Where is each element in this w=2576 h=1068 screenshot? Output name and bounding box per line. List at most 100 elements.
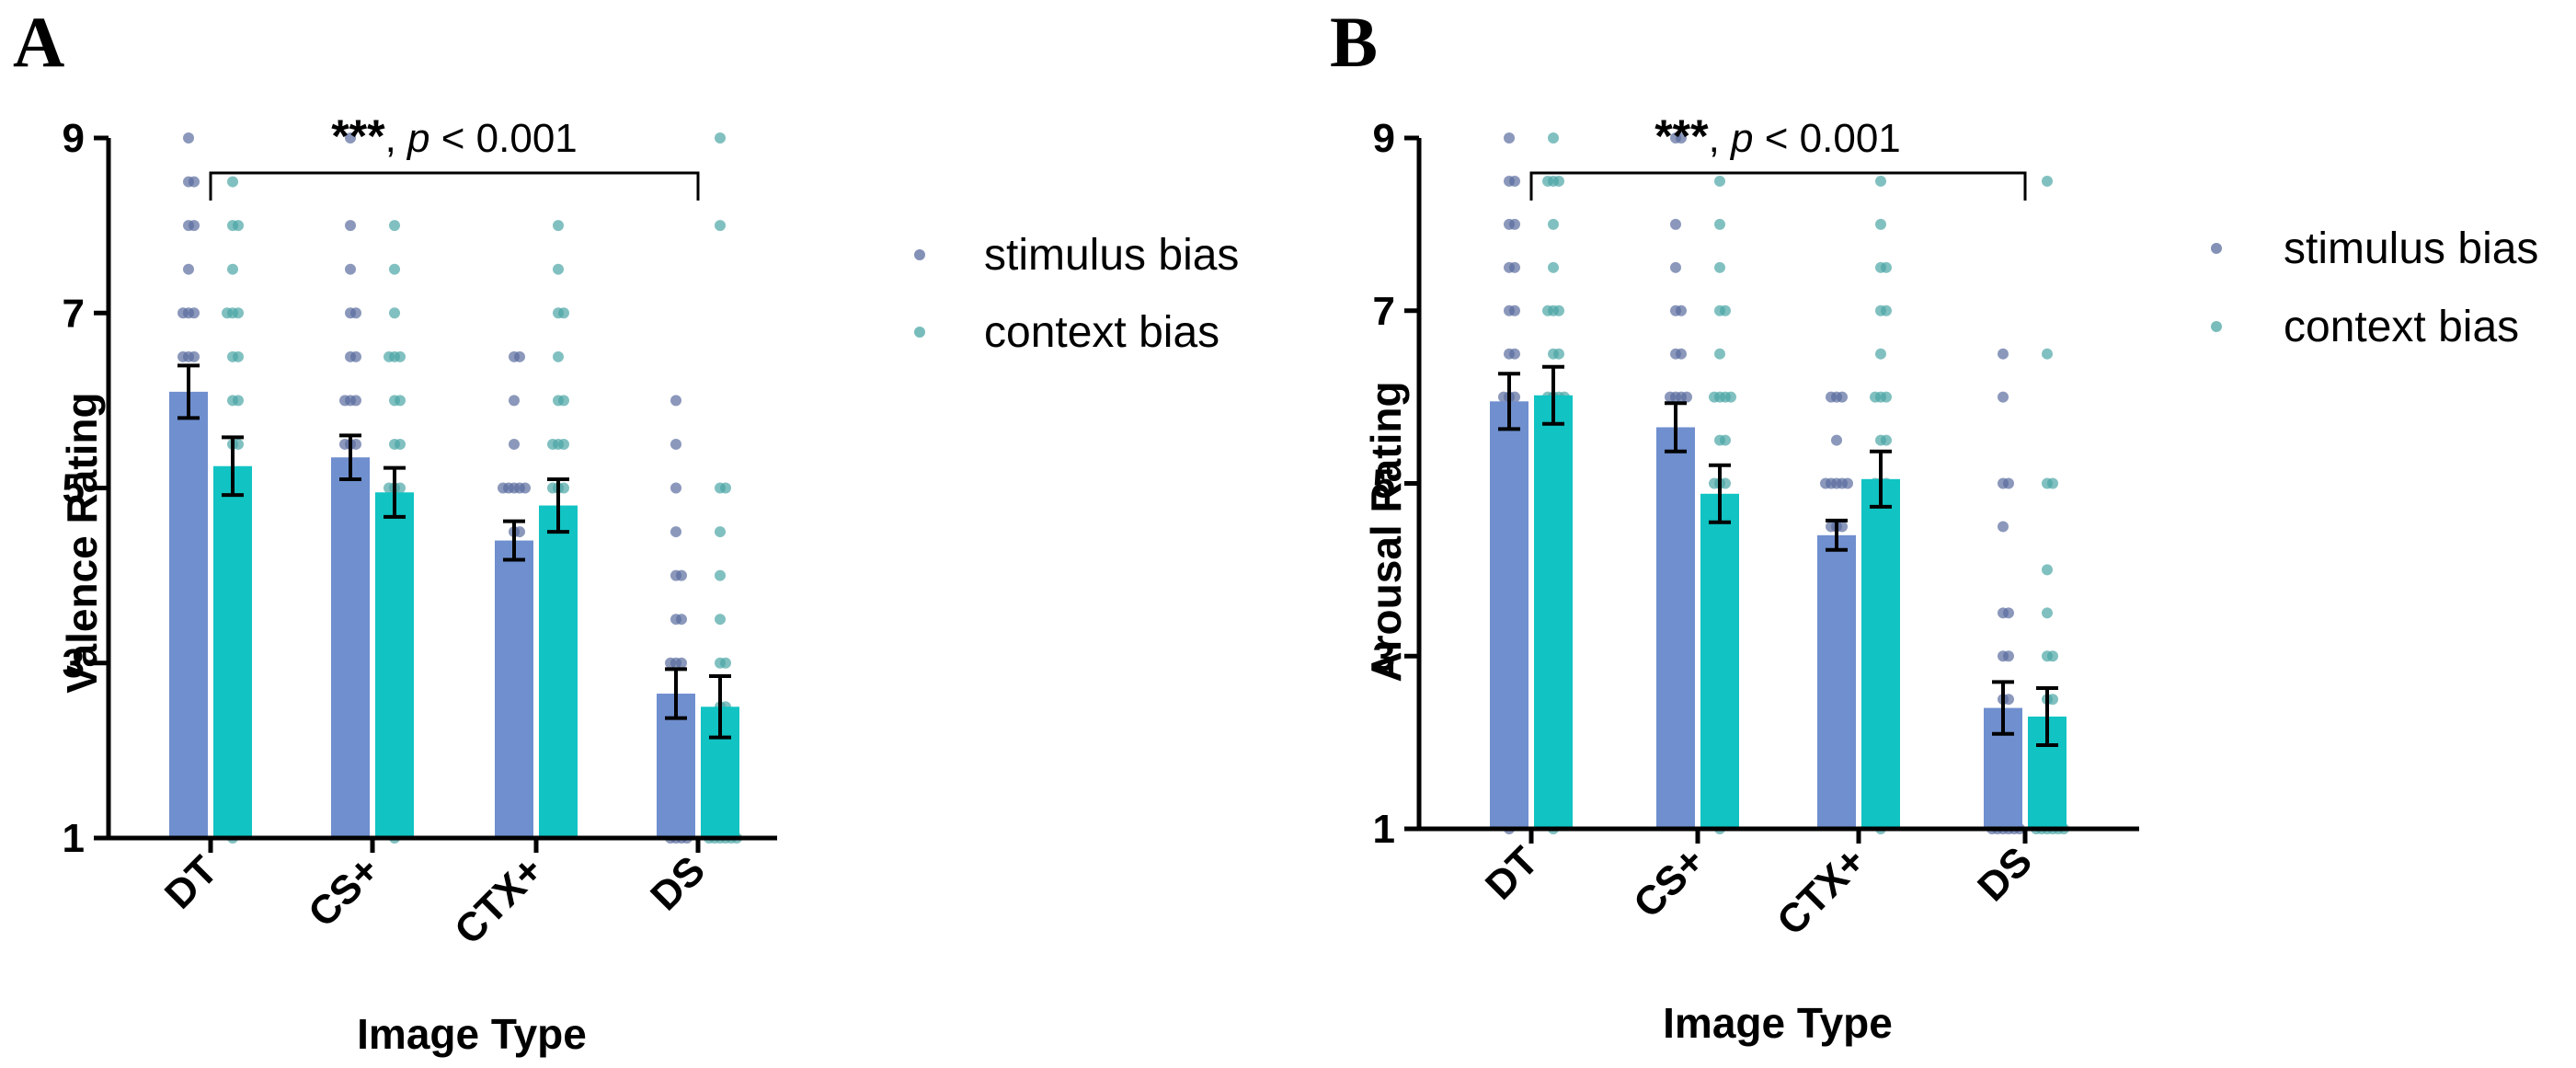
panel-b-bar-stimulus-bias-DT xyxy=(1490,401,1528,829)
panel-a-point-context-bias-DS xyxy=(715,526,726,538)
panel-a: A 1 3 5 7 9 DT CS+ CTX+ DS Valence Rating Image … xyxy=(13,2,1239,1058)
panel-b-x-tick-label-CS+: CS+ xyxy=(1625,838,1713,926)
panel-a-y-tick-label: 3 xyxy=(63,641,85,686)
panel-a-point-context-bias-DS xyxy=(720,657,731,669)
panel-a-point-stimulus-bias-CTX+ xyxy=(514,350,525,362)
panel-b-point-stimulus-bias-CS+ xyxy=(1670,261,1681,273)
panel-b-point-stimulus-bias-DT xyxy=(1509,218,1520,230)
panel-a-significance-stars: *** xyxy=(331,110,385,162)
panel-a-errorbar-stimulus-bias-CTX+ xyxy=(503,519,525,562)
panel-a-errorbar-stimulus-bias-DS xyxy=(665,667,687,720)
panel-a-point-stimulus-bias-DT xyxy=(183,132,194,144)
panel-a-point-context-bias-DT xyxy=(222,307,233,319)
panel-b-point-context-bias-CTX+ xyxy=(1881,304,1892,316)
panel-a-significance: ***, p < 0.001 xyxy=(209,110,700,201)
panel-b-point-stimulus-bias-DS xyxy=(2003,477,2014,489)
panel-a-point-context-bias-CTX+ xyxy=(547,438,558,450)
panel-b-point-stimulus-bias-DT xyxy=(1498,391,1509,403)
panel-b-point-stimulus-bias-DT xyxy=(1509,348,1520,360)
panel-a-point-context-bias-CS+ xyxy=(384,350,395,362)
panel-b-significance: ***, p < 0.001 xyxy=(1529,110,2027,201)
panel-b-point-context-bias-DS xyxy=(2047,477,2058,489)
panel-a-point-stimulus-bias-DT xyxy=(177,307,189,319)
panel-a-legend-marker-stimulus-bias xyxy=(914,249,925,260)
panel-a-point-context-bias-DT xyxy=(227,263,238,275)
panel-a-point-context-bias-CTX+ xyxy=(553,263,564,275)
panel-b-y-tick-label: 9 xyxy=(1373,116,1395,161)
panel-a-y-tick-label: 1 xyxy=(63,816,85,861)
panel-a-point-stimulus-bias-DT xyxy=(177,350,189,362)
panel-b-point-context-bias-DS xyxy=(2047,650,2058,662)
panel-b-point-context-bias-CS+ xyxy=(1714,218,1725,230)
panel-a-p-symbol: p xyxy=(406,116,429,161)
panel-a-point-stimulus-bias-CS+ xyxy=(345,132,356,144)
panel-a-axes xyxy=(94,135,777,853)
panel-a-bar-stimulus-bias-CS+ xyxy=(331,457,370,838)
panel-b-point-stimulus-bias-CTX+ xyxy=(1837,521,1848,533)
panel-a-point-context-bias-DT xyxy=(233,438,244,450)
panel-b-errorbar-stimulus-bias-CTX+ xyxy=(1826,518,1848,552)
panel-a-point-stimulus-bias-CS+ xyxy=(345,220,356,232)
panel-a-point-context-bias-DT xyxy=(233,395,244,407)
panel-b-bar-stimulus-bias-CS+ xyxy=(1656,427,1695,829)
panel-a-legend: stimulus bias context bias xyxy=(914,231,1239,357)
panel-b-errorbar-stimulus-bias-CS+ xyxy=(1665,401,1687,454)
panel-b-x-tick-label-DS: DS xyxy=(1969,838,2041,910)
panel-a-point-stimulus-bias-DT xyxy=(189,350,200,362)
panel-b-point-stimulus-bias-CTX+ xyxy=(1837,391,1848,403)
panel-a-point-context-bias-CS+ xyxy=(389,307,400,319)
panel-b-point-context-bias-CTX+ xyxy=(1875,348,1886,360)
panel-a-point-stimulus-bias-CS+ xyxy=(350,395,361,407)
panel-b-label: B xyxy=(1330,2,1378,82)
panel-a-point-stimulus-bias-CS+ xyxy=(339,395,350,407)
panel-b-point-stimulus-bias-CS+ xyxy=(1676,304,1687,316)
panel-b-errorbar-stimulus-bias-DS xyxy=(1992,680,2014,736)
panel-b-point-context-bias-DS xyxy=(2042,175,2053,187)
panel-b-point-context-bias-CTX+ xyxy=(1881,434,1892,446)
panel-a-y-tick-label: 7 xyxy=(63,291,85,336)
panel-b-point-context-bias-DT xyxy=(1553,304,1564,316)
panel-a-point-stimulus-bias-CTX+ xyxy=(520,482,531,494)
panel-a-x-tick-label-DT: DT xyxy=(156,847,226,917)
panel-a-point-stimulus-bias-DT xyxy=(189,220,200,232)
panel-b-data-points xyxy=(1498,132,2069,834)
panel-b-point-context-bias-DT xyxy=(1542,175,1553,187)
panel-a-errorbar-context-bias-DT xyxy=(222,435,244,498)
panel-a-point-stimulus-bias-DT xyxy=(183,263,194,275)
panel-a-point-stimulus-bias-CS+ xyxy=(350,438,361,450)
panel-a-point-context-bias-CS+ xyxy=(389,220,400,232)
panel-b-legend-label-stimulus-bias: stimulus bias xyxy=(2284,224,2538,273)
panel-a-bar-context-bias-CTX+ xyxy=(539,505,578,838)
panel-b-point-context-bias-CS+ xyxy=(1714,348,1725,360)
panel-b-legend-marker-stimulus-bias xyxy=(2211,243,2222,254)
panel-b-y-tick-label: 7 xyxy=(1373,289,1395,334)
panel-b-point-stimulus-bias-CS+ xyxy=(1670,218,1681,230)
panel-a-point-context-bias-DT xyxy=(233,350,244,362)
panel-b-point-stimulus-bias-CTX+ xyxy=(1820,477,1831,489)
panel-b-errorbar-context-bias-DT xyxy=(1542,364,1564,426)
panel-a-point-context-bias-CS+ xyxy=(395,438,406,450)
panel-a-label: A xyxy=(13,2,64,82)
panel-a-errorbar-context-bias-DS xyxy=(709,674,731,740)
panel-a-point-context-bias-CTX+ xyxy=(558,395,569,407)
panel-a-point-stimulus-bias-DS xyxy=(676,569,687,581)
panel-b-x-tick-label-CTX+: CTX+ xyxy=(1769,838,1874,944)
panel-a-point-stimulus-bias-CS+ xyxy=(350,307,361,319)
panel-b-bar-context-bias-CTX+ xyxy=(1861,478,1900,829)
panel-b-y-tick-label: 1 xyxy=(1373,807,1395,852)
panel-b-bar-stimulus-bias-CTX+ xyxy=(1817,534,1856,829)
panel-b-point-context-bias-DS xyxy=(2042,607,2053,619)
panel-a-point-context-bias-DT xyxy=(233,220,244,232)
panel-a-point-context-bias-CS+ xyxy=(395,482,406,494)
panel-b-y-axis-title: Arousal Rating xyxy=(1362,381,1410,682)
panel-b-errorbar-stimulus-bias-DT xyxy=(1498,372,1520,431)
panel-b-significance-stars: *** xyxy=(1654,110,1709,162)
panel-a-point-stimulus-bias-CTX+ xyxy=(514,526,525,538)
panel-a-point-context-bias-DS xyxy=(715,569,726,581)
panel-a-point-stimulus-bias-CTX+ xyxy=(509,395,520,407)
panel-a-bars xyxy=(169,391,739,838)
panel-b-point-context-bias-DS xyxy=(2047,694,2058,706)
panel-a-significance-label: ***, p < 0.001 xyxy=(331,110,578,162)
panel-b-point-context-bias-DS xyxy=(2042,348,2053,360)
panel-a-point-context-bias-CS+ xyxy=(395,395,406,407)
